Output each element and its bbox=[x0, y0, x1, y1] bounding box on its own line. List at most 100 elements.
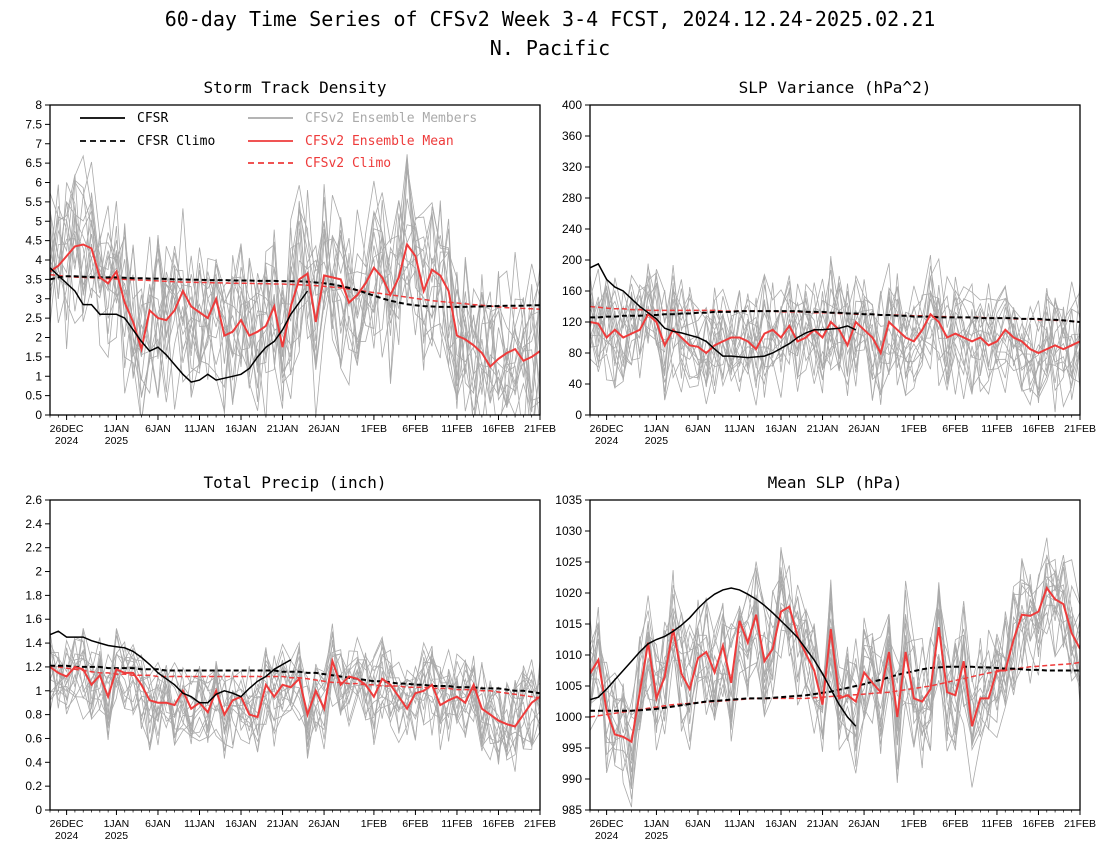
y-tick-label: 1.4 bbox=[25, 636, 42, 650]
x-tick-label: 16JAN bbox=[765, 818, 797, 830]
x-tick-year-label: 2024 bbox=[55, 830, 79, 842]
x-tick-label: 21JAN bbox=[807, 423, 839, 435]
y-tick-label: 1020 bbox=[555, 586, 582, 600]
y-tick-label: 0 bbox=[35, 408, 42, 422]
x-tick-label: 11FEB bbox=[981, 423, 1012, 435]
y-tick-label: 320 bbox=[562, 160, 582, 174]
ensemble-member-line bbox=[590, 559, 1080, 772]
ensemble-member-line bbox=[590, 265, 1080, 395]
x-tick-label: 21FEB bbox=[524, 818, 556, 830]
ensemble-mean-line bbox=[590, 585, 1080, 744]
y-tick-label: 2.4 bbox=[25, 517, 42, 531]
y-tick-label: 200 bbox=[562, 253, 582, 267]
ensemble-member-line bbox=[50, 630, 540, 765]
y-tick-label: 3.5 bbox=[25, 272, 42, 286]
ensemble-member-line bbox=[590, 275, 1080, 400]
cfsr-climo-line bbox=[50, 664, 540, 695]
y-tick-label: 0.2 bbox=[25, 779, 42, 793]
ensemble-mean-line bbox=[590, 312, 1080, 356]
y-tick-label: 1025 bbox=[555, 555, 582, 569]
x-tick-label: 1JAN bbox=[644, 818, 670, 830]
y-tick-label: 1 bbox=[35, 684, 42, 698]
ensemble-member-line bbox=[50, 638, 540, 761]
x-tick-label: 11JAN bbox=[724, 423, 755, 435]
cfsr-line bbox=[50, 630, 292, 704]
x-tick-label: 11JAN bbox=[724, 818, 755, 830]
y-tick-label: 4.5 bbox=[25, 234, 42, 248]
y-tick-label: 995 bbox=[562, 741, 582, 755]
y-tick-label: 6 bbox=[35, 176, 42, 190]
ensemble-member-line bbox=[50, 169, 540, 409]
x-tick-label: 6JAN bbox=[145, 818, 171, 830]
y-tick-label: 4 bbox=[35, 253, 42, 267]
x-tick-label: 6FEB bbox=[402, 423, 428, 435]
legend-label: CFSR Climo bbox=[137, 134, 215, 149]
cfsv2-climo-line bbox=[50, 273, 540, 310]
x-tick-label: 6JAN bbox=[685, 818, 711, 830]
y-tick-label: 1.2 bbox=[25, 660, 42, 674]
cfsr-line bbox=[590, 587, 857, 727]
x-tick-label: 6FEB bbox=[402, 818, 428, 830]
x-tick-label: 21FEB bbox=[524, 423, 556, 435]
plot-area bbox=[50, 154, 540, 415]
y-tick-label: 5.5 bbox=[25, 195, 42, 209]
x-tick-year-label: 2024 bbox=[595, 830, 619, 842]
y-tick-label: 1035 bbox=[555, 493, 582, 507]
panels: Storm Track Density 0 0.5 1 1.5 2 2.5 3 3.5 4 4.5 5… bbox=[25, 78, 1096, 842]
y-tick-label: 280 bbox=[562, 191, 582, 205]
y-tick-label: 80 bbox=[569, 346, 583, 360]
y-tick-label: 0.8 bbox=[25, 708, 42, 722]
x-tick-label: 21JAN bbox=[267, 818, 299, 830]
y-tick-label: 1.8 bbox=[25, 588, 42, 602]
y-tick-label: 7 bbox=[35, 137, 42, 151]
x-tick-year-label: 2025 bbox=[105, 435, 129, 447]
legend-label: CFSv2 Climo bbox=[305, 156, 391, 171]
panel-1: Storm Track Density 0 0.5 1 1.5 2 2.5 3 3.5 4 4.5 5… bbox=[25, 78, 556, 447]
y-tick-label: 0.4 bbox=[25, 755, 42, 769]
ensemble-member-line bbox=[50, 630, 540, 749]
x-tick-label: 21JAN bbox=[807, 818, 839, 830]
y-tick-label: 1.5 bbox=[25, 350, 42, 364]
x-tick-label: 6JAN bbox=[685, 423, 711, 435]
x-tick-label: 26JAN bbox=[308, 818, 340, 830]
figure-title: 60-day Time Series of CFSv2 Week 3-4 FCS… bbox=[165, 7, 936, 31]
x-tick-label: 26DEC bbox=[50, 818, 84, 830]
x-tick-label: 26DEC bbox=[590, 818, 624, 830]
x-tick-label: 11JAN bbox=[184, 423, 215, 435]
ensemble-member-line bbox=[50, 209, 540, 415]
x-tick-label: 16FEB bbox=[1022, 818, 1054, 830]
legend-label: CFSv2 Ensemble Mean bbox=[305, 134, 454, 149]
ensemble-member-line bbox=[50, 638, 540, 746]
y-tick-label: 120 bbox=[562, 315, 582, 329]
ensemble-members bbox=[590, 255, 1080, 413]
y-tick-label: 1000 bbox=[555, 710, 582, 724]
y-tick-label: 8 bbox=[35, 98, 42, 112]
cfsr-climo-line bbox=[590, 665, 1080, 712]
x-tick-year-label: 2024 bbox=[595, 435, 619, 447]
x-tick-label: 1FEB bbox=[361, 423, 387, 435]
x-tick-label: 26JAN bbox=[848, 818, 880, 830]
x-tick-year-label: 2025 bbox=[645, 435, 669, 447]
y-tick-label: 0 bbox=[35, 803, 42, 817]
y-tick-label: 0.6 bbox=[25, 731, 42, 745]
x-tick-label: 16JAN bbox=[225, 818, 257, 830]
panel-3: Total Precip (inch) 0 0.2 0.4 0.6 0.8 1 1.2 1.4 1… bbox=[25, 473, 556, 842]
y-tick-label: 2.5 bbox=[25, 311, 42, 325]
ensemble-member-line bbox=[50, 641, 540, 752]
x-tick-year-label: 2024 bbox=[55, 435, 79, 447]
x-tick-label: 1JAN bbox=[644, 423, 670, 435]
x-tick-label: 26DEC bbox=[50, 423, 84, 435]
x-tick-label: 16JAN bbox=[765, 423, 797, 435]
x-tick-label: 26DEC bbox=[590, 423, 624, 435]
ensemble-member-line bbox=[590, 275, 1080, 397]
ensemble-member-line bbox=[590, 263, 1080, 405]
y-tick-label: 990 bbox=[562, 772, 582, 786]
ensemble-members bbox=[590, 537, 1080, 808]
x-tick-year-label: 2025 bbox=[645, 830, 669, 842]
cfsr-line bbox=[590, 262, 857, 359]
x-tick-label: 11FEB bbox=[981, 818, 1012, 830]
ensemble-members bbox=[50, 623, 540, 772]
panel-2: SLP Variance (hPa^2) 0 40 80 120 160 200 240 280… bbox=[562, 78, 1096, 447]
x-tick-label: 1FEB bbox=[361, 818, 387, 830]
